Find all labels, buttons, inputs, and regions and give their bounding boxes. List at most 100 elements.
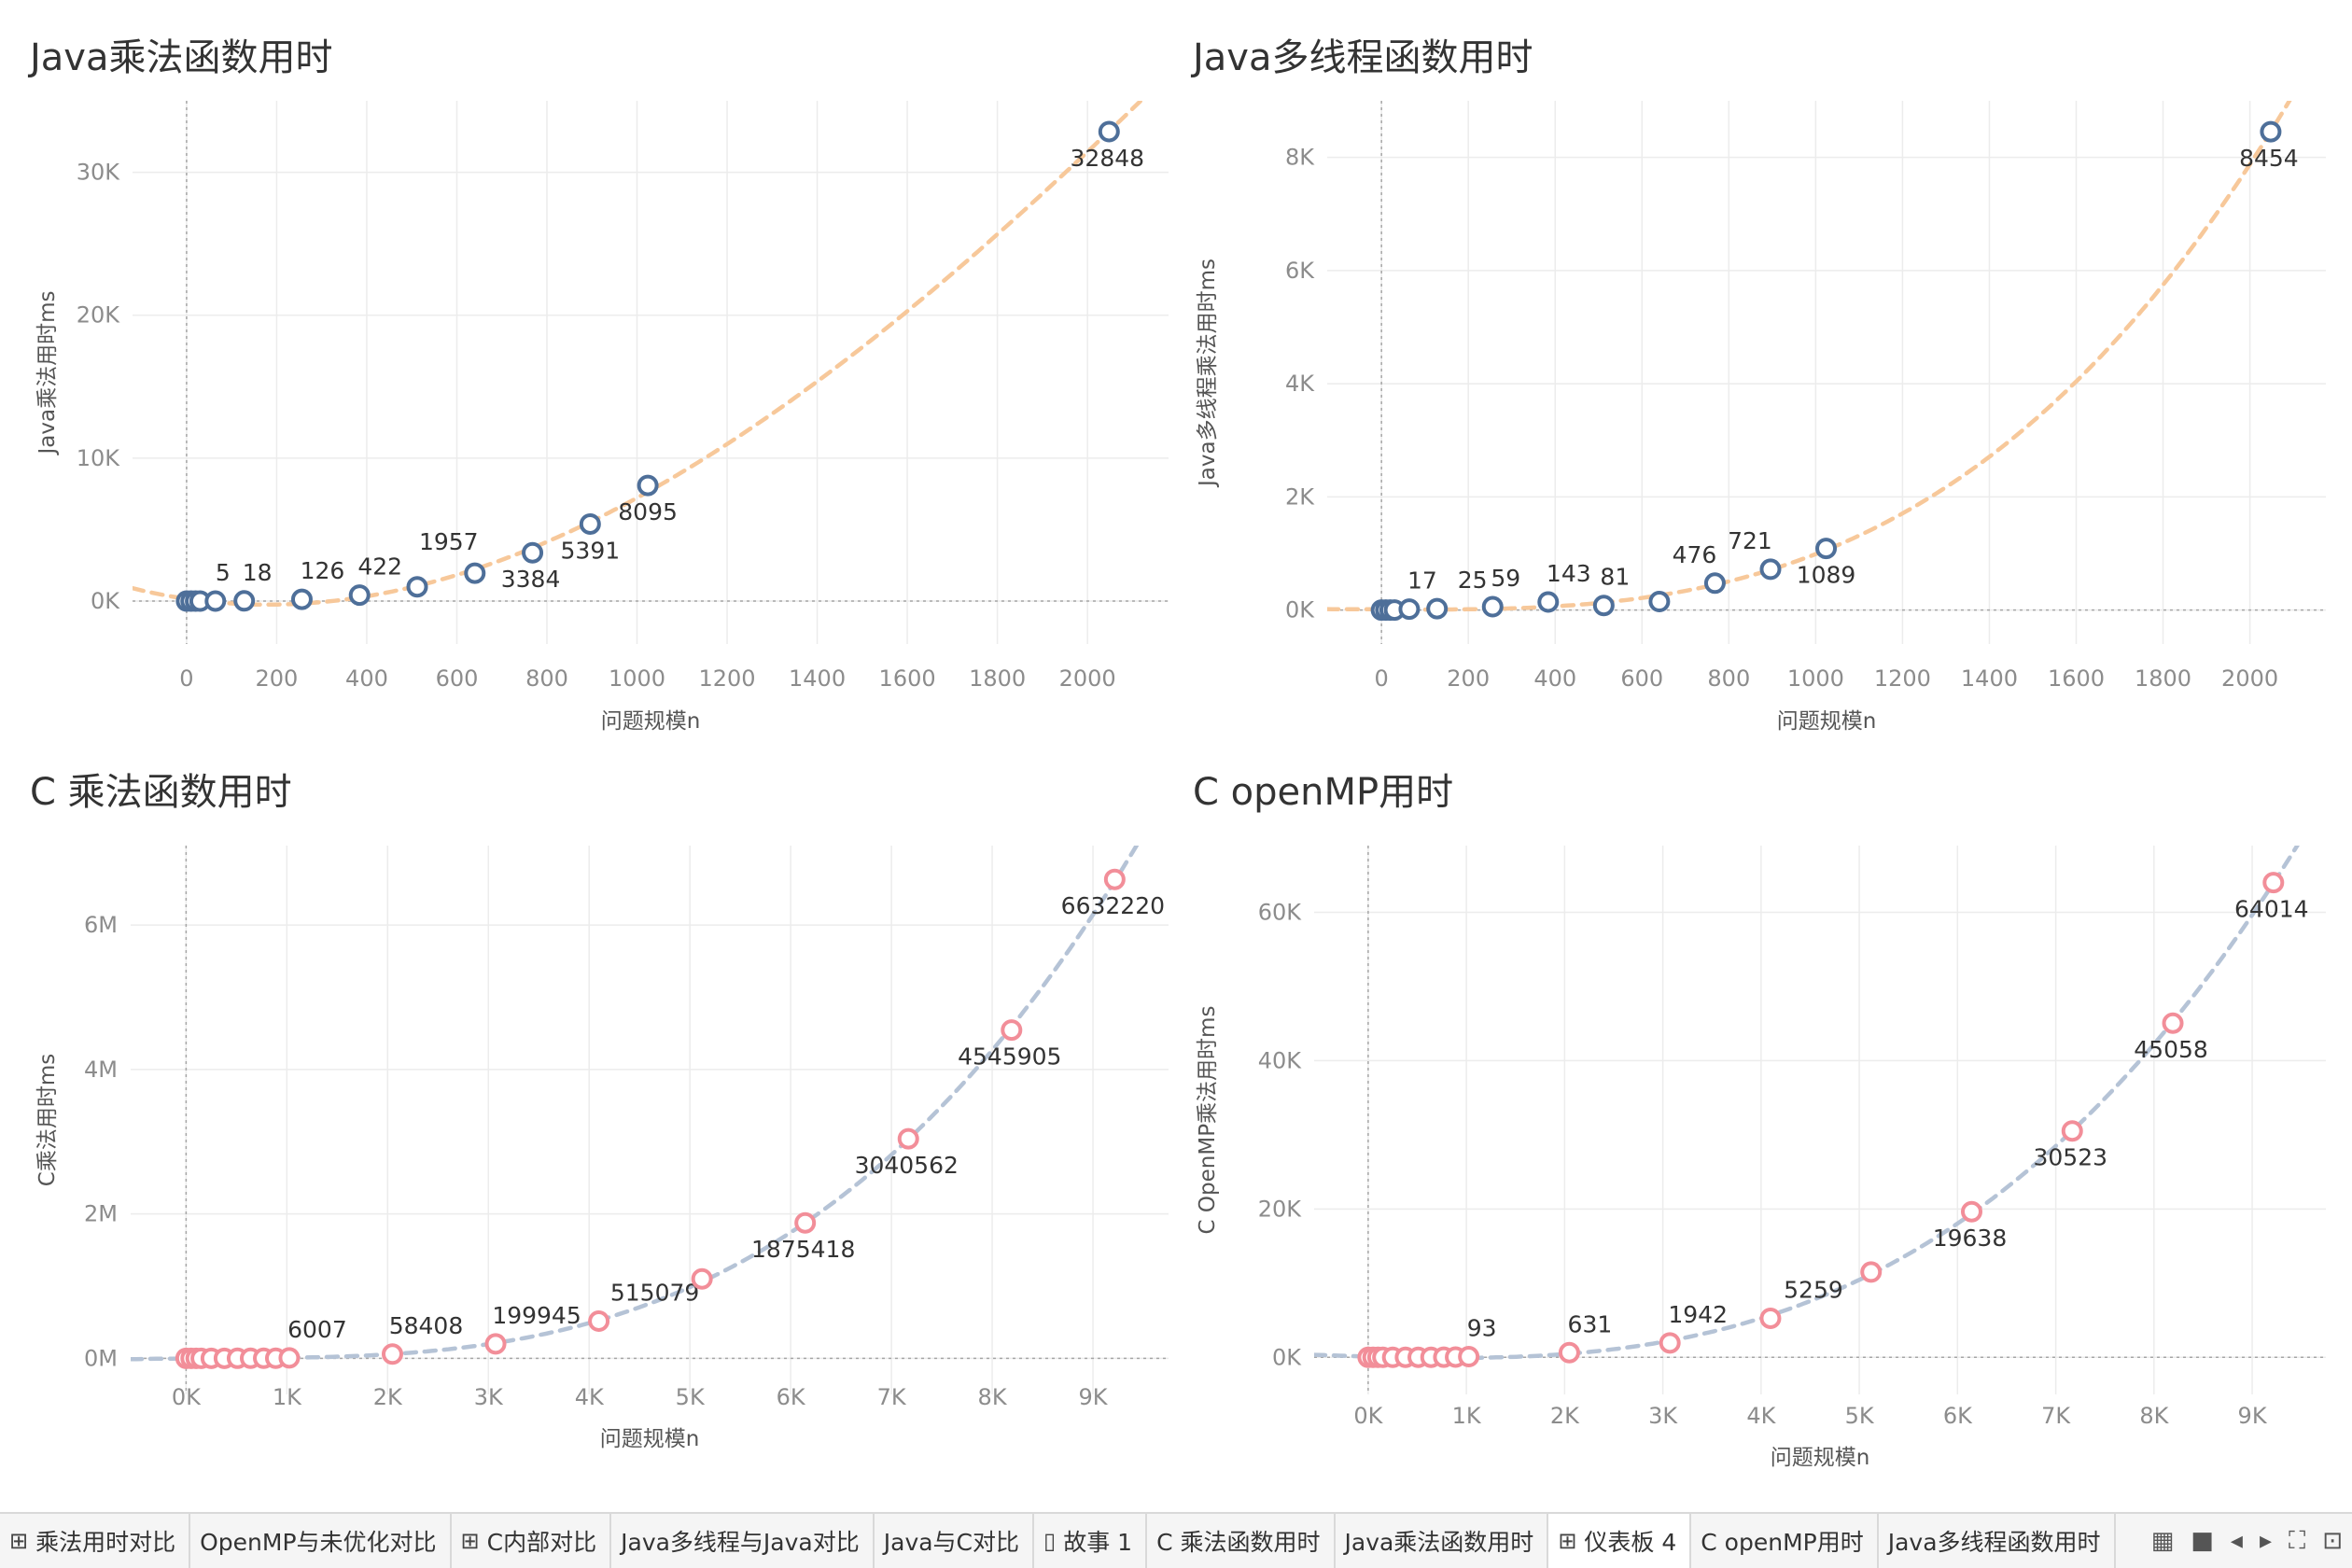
x-tick-label: 600 bbox=[1620, 665, 1663, 692]
x-tick-label: 200 bbox=[1447, 665, 1490, 692]
x-axis-title: 问题规模n bbox=[1777, 709, 1877, 734]
data-point[interactable] bbox=[2262, 872, 2285, 894]
data-label: 81 bbox=[1600, 564, 1630, 591]
dashboard-icon: ⊞ bbox=[460, 1528, 480, 1554]
x-tick-label: 4K bbox=[575, 1384, 605, 1410]
x-tick-label: 5K bbox=[676, 1384, 706, 1410]
data-label: 5391 bbox=[561, 537, 621, 564]
y-tick-label: 0K bbox=[1285, 597, 1315, 623]
data-point[interactable] bbox=[464, 562, 486, 584]
sheet-tab-11[interactable]: Java多线程函数用时 bbox=[1879, 1514, 2116, 1568]
data-point[interactable] bbox=[1103, 868, 1126, 890]
data-point[interactable] bbox=[2260, 120, 2282, 143]
x-tick-label: 1K bbox=[1452, 1403, 1482, 1429]
data-point[interactable] bbox=[406, 576, 428, 598]
x-tick-label: 1400 bbox=[789, 665, 846, 692]
x-axis-title: 问题规模n bbox=[601, 709, 701, 734]
data-point[interactable] bbox=[204, 590, 227, 612]
chart-2: Java多线程函数用时 0 200 400 600 800 1000 1200 1400 1600… bbox=[1190, 36, 2326, 734]
x-tick-label: 1400 bbox=[1961, 665, 2018, 692]
x-tick-label: 0 bbox=[1375, 665, 1389, 692]
sheet-tab-7[interactable]: C 乘法函数用时 bbox=[1147, 1514, 1336, 1568]
sheet-tab-4[interactable]: Java多线程与Java对比 bbox=[611, 1514, 875, 1568]
sheet-tab-label: C内部对比 bbox=[486, 1529, 597, 1556]
data-point[interactable] bbox=[1759, 1307, 1782, 1329]
sheet-tab-label: Java乘法函数用时 bbox=[1344, 1529, 1534, 1556]
sheet-tab-8[interactable]: Java乘法函数用时 bbox=[1336, 1514, 1549, 1568]
data-point[interactable] bbox=[1098, 120, 1120, 143]
data-point[interactable] bbox=[1458, 1346, 1480, 1368]
sheet-tab-2[interactable]: OpenMP与未优化对比 bbox=[190, 1514, 452, 1568]
x-tick-label: 600 bbox=[436, 665, 479, 692]
sheet-tab-3[interactable]: ⊞ C内部对比 bbox=[452, 1514, 612, 1568]
prev-tab-icon[interactable]: ◂ bbox=[2230, 1527, 2243, 1555]
data-label: 1089 bbox=[1797, 562, 1856, 589]
data-point[interactable] bbox=[2061, 1120, 2083, 1142]
sheet-tab-5[interactable]: Java与C对比 bbox=[875, 1514, 1035, 1568]
data-point[interactable] bbox=[1659, 1332, 1681, 1354]
x-axis-title: 问题规模n bbox=[1771, 1446, 1870, 1470]
data-point[interactable] bbox=[1001, 1019, 1023, 1042]
data-point[interactable] bbox=[348, 584, 371, 607]
x-tick-label: 9K bbox=[1079, 1384, 1109, 1410]
x-tick-label: 1200 bbox=[699, 665, 756, 692]
data-point[interactable] bbox=[1703, 572, 1726, 595]
x-tick-label: 800 bbox=[1707, 665, 1750, 692]
data-point[interactable] bbox=[484, 1333, 507, 1355]
data-point[interactable] bbox=[522, 541, 544, 564]
data-label: 59 bbox=[1491, 565, 1520, 592]
data-label: 721 bbox=[1728, 527, 1772, 554]
tab-view-icon[interactable]: ■ bbox=[2191, 1527, 2214, 1555]
sheet-tab-label: C 乘法函数用时 bbox=[1156, 1529, 1321, 1556]
data-point[interactable] bbox=[2162, 1012, 2184, 1034]
data-point[interactable] bbox=[897, 1127, 919, 1150]
data-point[interactable] bbox=[588, 1309, 610, 1332]
next-tab-icon[interactable]: ▸ bbox=[2259, 1527, 2272, 1555]
x-tick-label: 2K bbox=[373, 1384, 403, 1410]
x-tick-label: 1800 bbox=[2135, 665, 2191, 692]
sheet-tab-9[interactable]: ⊞ 仪表板 4 bbox=[1548, 1514, 1692, 1568]
data-point[interactable] bbox=[290, 588, 313, 610]
data-point[interactable] bbox=[1481, 595, 1504, 618]
data-label: 93 bbox=[1467, 1315, 1497, 1342]
y-tick-label: 20K bbox=[1258, 1196, 1303, 1222]
data-point[interactable] bbox=[278, 1347, 301, 1369]
sheet-tab-bar: ⊞ 乘法用时对比 OpenMP与未优化对比 ⊞ C内部对比 Java多线程与Java对比 J… bbox=[0, 1512, 2352, 1568]
data-point[interactable] bbox=[233, 590, 256, 612]
data-label: 45058 bbox=[2134, 1036, 2208, 1063]
data-point[interactable] bbox=[691, 1267, 713, 1290]
data-point[interactable] bbox=[1815, 538, 1838, 560]
y-axis-title: Java乘法用时ms bbox=[35, 291, 60, 456]
y-tick-label: 60K bbox=[1258, 900, 1303, 926]
data-point[interactable] bbox=[1960, 1200, 1982, 1223]
data-point[interactable] bbox=[1426, 597, 1449, 620]
data-label: 3384 bbox=[501, 566, 561, 593]
sheet-tab-6[interactable]: ▯ 故事 1 bbox=[1034, 1514, 1148, 1568]
data-point[interactable] bbox=[1592, 595, 1615, 617]
data-label: 126 bbox=[301, 557, 345, 584]
dashboard-icon: ⊞ bbox=[9, 1528, 29, 1554]
sheet-tab-1[interactable]: ⊞ 乘法用时对比 bbox=[0, 1514, 191, 1568]
data-label: 631 bbox=[1568, 1310, 1613, 1337]
sheet-tab-label: 乘法用时对比 bbox=[35, 1529, 176, 1556]
data-point[interactable] bbox=[1537, 591, 1560, 613]
data-label: 64014 bbox=[2234, 896, 2309, 923]
data-label: 25 bbox=[1458, 567, 1488, 594]
data-point[interactable] bbox=[1860, 1261, 1883, 1283]
data-point[interactable] bbox=[637, 474, 659, 497]
data-point[interactable] bbox=[1648, 591, 1671, 613]
fullscreen-icon[interactable]: ⛶ bbox=[2289, 1526, 2306, 1555]
data-point[interactable] bbox=[1558, 1341, 1580, 1364]
film-strip-icon[interactable]: ▦ bbox=[2150, 1527, 2175, 1555]
data-point[interactable] bbox=[1759, 558, 1782, 581]
data-point[interactable] bbox=[579, 512, 601, 535]
presentation-icon[interactable]: ⊡ bbox=[2322, 1527, 2343, 1555]
y-tick-label: 40K bbox=[1258, 1047, 1303, 1073]
data-point[interactable] bbox=[381, 1343, 403, 1365]
sheet-tab-10[interactable]: C openMP用时 bbox=[1691, 1514, 1879, 1568]
data-point[interactable] bbox=[794, 1211, 817, 1234]
y-tick-label: 8K bbox=[1285, 145, 1315, 171]
x-tick-label: 1600 bbox=[2048, 665, 2105, 692]
x-tick-label: 7K bbox=[877, 1384, 907, 1410]
data-point[interactable] bbox=[1398, 598, 1421, 621]
